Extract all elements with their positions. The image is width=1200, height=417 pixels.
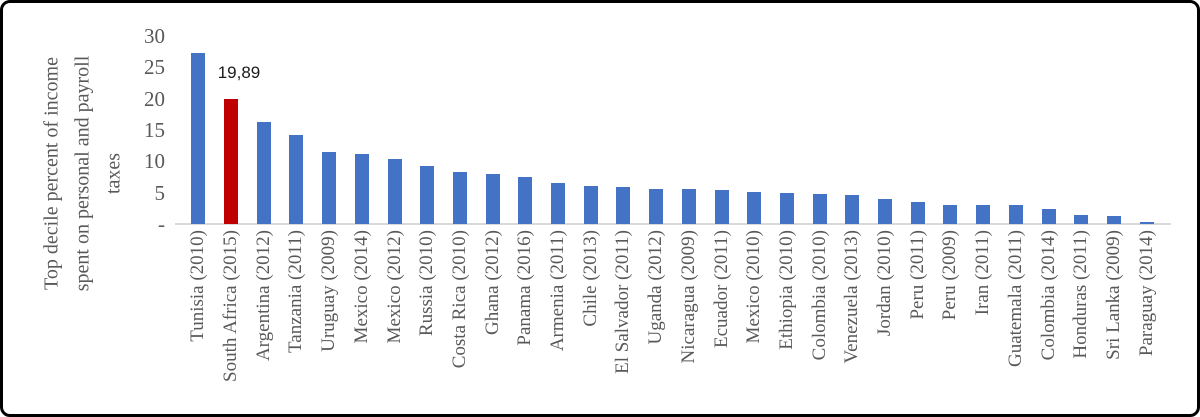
- bar-colombia-2010: [812, 193, 827, 224]
- bar-ecuador-2011: [714, 189, 729, 224]
- x-label-jordan-2010: Jordan (2010): [874, 230, 896, 337]
- x-label-tanzania-2011: Tanzania (2011): [285, 230, 307, 353]
- y-tick-25: 25: [144, 55, 165, 80]
- x-label-nicaragua-2009: Nicaragua (2009): [677, 230, 699, 364]
- bar-argentina-2012: [256, 121, 271, 224]
- bar-colombia-2014: [1041, 208, 1056, 224]
- bar-honduras-2011: [1074, 214, 1089, 224]
- bar-venezuela-2013: [845, 195, 860, 224]
- bar-uruguay-2009: [322, 151, 337, 224]
- x-label-south-africa-2015: South Africa (2015): [220, 230, 242, 382]
- bar-costa-rica-2010: [452, 172, 467, 224]
- plot-area: [182, 36, 1163, 224]
- bar-sri-lanka-2009: [1106, 216, 1121, 224]
- bar-mexico-2014: [354, 153, 369, 224]
- x-label-mexico-2012: Mexico (2012): [383, 230, 405, 344]
- x-label-uruguay-2009: Uruguay (2009): [318, 230, 340, 352]
- x-label-paraguay-2014: Paraguay (2014): [1135, 230, 1157, 357]
- bar-guatemala-2011: [1008, 205, 1023, 224]
- y-tick-zero: -: [158, 212, 165, 236]
- x-axis-labels: Tunisia (2010) South Africa (2015) Argenti…: [3, 230, 1200, 415]
- bar-south-africa-2015: [224, 99, 239, 224]
- bar-paraguay-2014: [1139, 221, 1154, 224]
- bar-ethiopia-2010: [779, 193, 794, 224]
- x-label-guatemala-2011: Guatemala (2011): [1004, 230, 1026, 367]
- bar-nicaragua-2009: [681, 188, 696, 224]
- x-label-peru-2009: Peru (2009): [939, 230, 961, 321]
- y-tick-10: 10: [144, 149, 165, 174]
- x-axis-line: [175, 223, 1171, 225]
- highlight-data-label: 19,89: [217, 63, 261, 82]
- x-label-peru-2011: Peru (2011): [906, 230, 928, 320]
- x-label-ecuador-2011: Ecuador (2011): [710, 230, 732, 348]
- bar-uganda-2012: [649, 188, 664, 224]
- x-label-iran-2011: Iran (2011): [972, 230, 994, 316]
- y-axis-ticks: 30 25 20 15 10 5 -: [98, 3, 165, 243]
- x-label-argentina-2012: Argentina (2012): [252, 230, 274, 362]
- x-label-venezuela-2013: Venezuela (2013): [841, 230, 863, 364]
- x-label-sri-lanka-2009: Sri Lanka (2009): [1102, 230, 1124, 360]
- y-tick-30: 30: [144, 24, 165, 48]
- x-label-honduras-2011: Honduras (2011): [1070, 230, 1092, 359]
- x-label-colombia-2014: Colombia (2014): [1037, 230, 1059, 361]
- bar-tanzania-2011: [289, 135, 304, 224]
- y-tick-15: 15: [144, 118, 165, 142]
- bar-mexico-2010: [747, 192, 762, 224]
- x-label-armenia-2011: Armenia (2011): [547, 230, 569, 352]
- bar-mexico-2012: [387, 159, 402, 224]
- x-label-costa-rica-2010: Costa Rica (2010): [448, 230, 470, 369]
- bar-tunisia-2010: [191, 52, 206, 224]
- y-tick-5: 5: [154, 180, 166, 205]
- bar-panama-2016: [518, 177, 533, 224]
- bar-chile-2013: [583, 186, 598, 224]
- x-label-ghana-2012: Ghana (2012): [481, 230, 503, 335]
- bar-armenia-2011: [551, 183, 566, 224]
- x-label-mexico-2014: Mexico (2014): [350, 230, 372, 344]
- x-label-ethiopia-2010: Ethiopia (2010): [775, 230, 797, 350]
- y-tick-20: 20: [144, 86, 165, 111]
- x-label-el-salvador-2011: El Salvador (2011): [612, 230, 634, 374]
- x-label-mexico-2010: Mexico (2010): [743, 230, 765, 344]
- bar-peru-2009: [943, 204, 958, 224]
- bar-iran-2011: [976, 204, 991, 224]
- x-label-russia-2010: Russia (2010): [416, 230, 438, 337]
- x-label-panama-2016: Panama (2016): [514, 230, 536, 346]
- bar-el-salvador-2011: [616, 187, 631, 224]
- bar-russia-2010: [420, 166, 435, 224]
- x-label-tunisia-2010: Tunisia (2010): [187, 230, 209, 342]
- x-label-uganda-2012: Uganda (2012): [645, 230, 667, 345]
- x-label-chile-2013: Chile (2013): [579, 230, 601, 327]
- bar-jordan-2010: [878, 198, 893, 224]
- bar-ghana-2012: [485, 173, 500, 224]
- bar-peru-2011: [910, 202, 925, 224]
- x-label-colombia-2010: Colombia (2010): [808, 230, 830, 361]
